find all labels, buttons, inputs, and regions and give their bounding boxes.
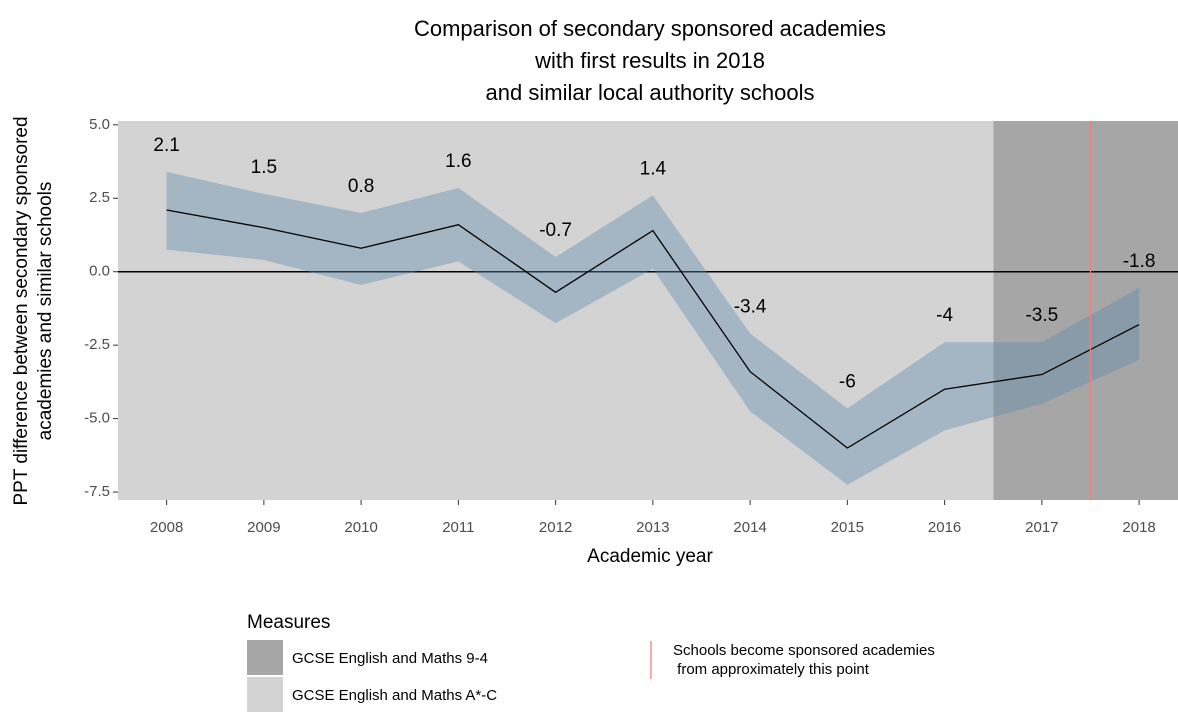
data-label: 1.4 bbox=[640, 158, 667, 179]
x-tick-label: 2018 bbox=[1122, 519, 1155, 536]
y-tick-label: 0.0 bbox=[89, 263, 110, 280]
y-tick-label: -7.5 bbox=[84, 483, 110, 500]
y-tick-label: -5.0 bbox=[84, 410, 110, 427]
data-label: -0.7 bbox=[539, 220, 572, 241]
y-tick-label: 5.0 bbox=[89, 116, 110, 133]
legend-label: from approximately this point bbox=[673, 661, 870, 678]
legend-label: GCSE English and Maths A*-C bbox=[292, 687, 497, 704]
legend-key bbox=[247, 677, 283, 712]
data-label: 0.8 bbox=[348, 176, 374, 197]
x-tick-label: 2010 bbox=[344, 519, 377, 536]
chart-title: Comparison of secondary sponsored academ… bbox=[414, 16, 886, 41]
x-tick-label: 2017 bbox=[1025, 519, 1058, 536]
data-label: -1.8 bbox=[1123, 251, 1156, 272]
x-axis-label: Academic year bbox=[587, 546, 713, 567]
y-tick-label: -2.5 bbox=[84, 336, 110, 353]
region bbox=[118, 121, 994, 500]
legend-key bbox=[247, 640, 283, 675]
x-tick-label: 2012 bbox=[539, 519, 572, 536]
legend-label: GCSE English and Maths 9-4 bbox=[292, 650, 488, 667]
line bbox=[166, 209, 1140, 449]
y-axis-label: PPT difference between secondary sponsor… bbox=[11, 116, 32, 505]
data-label: -3.5 bbox=[1025, 305, 1058, 326]
x-tick-label: 2014 bbox=[733, 519, 766, 536]
y-axis-label: academies and similar schools bbox=[35, 182, 56, 441]
legend-label: Schools become sponsored academies bbox=[673, 642, 935, 659]
chart-title: and similar local authority schools bbox=[486, 80, 815, 105]
confidence-band bbox=[166, 171, 1140, 485]
x-tick-label: 2016 bbox=[928, 519, 961, 536]
data-label: -6 bbox=[839, 371, 856, 392]
chart-title: with first results in 2018 bbox=[534, 48, 765, 73]
legend-title: Measures bbox=[247, 612, 330, 633]
data-label: -3.4 bbox=[734, 296, 767, 317]
x-tick-label: 2015 bbox=[831, 519, 864, 536]
data-label: 2.1 bbox=[153, 135, 179, 156]
data-label: 1.5 bbox=[251, 157, 277, 178]
x-tick-label: 2009 bbox=[247, 519, 280, 536]
y-tick-label: 2.5 bbox=[89, 189, 110, 206]
data-label: 1.6 bbox=[445, 151, 471, 172]
x-tick-label: 2011 bbox=[442, 519, 474, 536]
x-tick-label: 2008 bbox=[150, 519, 183, 536]
region bbox=[993, 121, 1178, 500]
x-tick-label: 2013 bbox=[636, 519, 669, 536]
data-label: -4 bbox=[936, 305, 953, 326]
